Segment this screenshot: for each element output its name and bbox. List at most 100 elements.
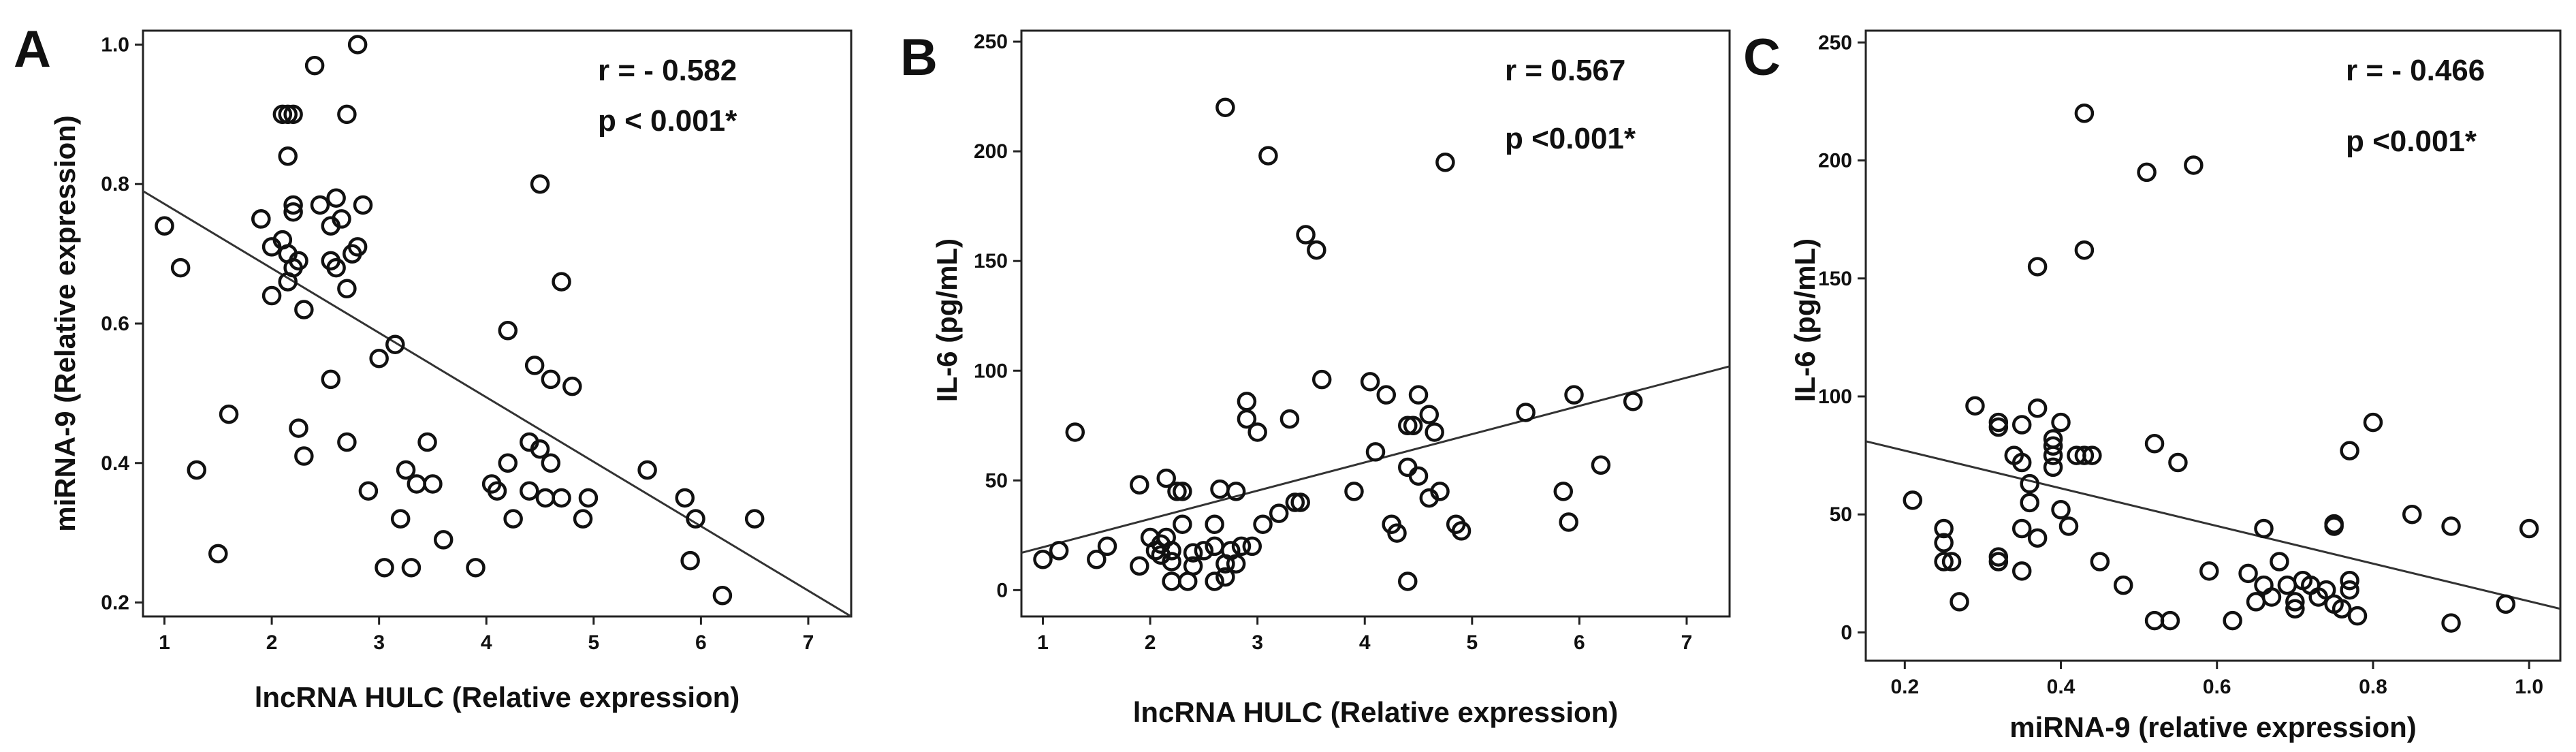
panel-b-data-point xyxy=(1156,468,1176,488)
panel-a-y-tick-label: 0.4 xyxy=(101,452,129,475)
panel-b-data-point xyxy=(1290,492,1310,512)
panel-c-data-point xyxy=(2238,563,2258,584)
panel-b-data-point xyxy=(1559,512,1578,532)
panel-a-data-point xyxy=(562,376,582,396)
panel-b-data-point xyxy=(1285,492,1305,512)
panel-a-data-point xyxy=(520,481,539,501)
panel-c-data-point xyxy=(2340,580,2359,600)
panel-c-data-point xyxy=(2254,518,2274,539)
panel-a-data-point xyxy=(294,446,314,466)
panel-b-x-tick-label: 1 xyxy=(1037,631,1049,654)
panel-b-data-point xyxy=(1425,422,1444,442)
panel-a-data-point xyxy=(155,216,174,236)
panel-c-data-point xyxy=(2246,592,2266,612)
panel-c-data-point xyxy=(2043,429,2063,449)
panel-b-data-point xyxy=(1430,482,1450,501)
panel-b-data-point xyxy=(1451,521,1472,541)
panel-b-data-point xyxy=(1162,541,1181,561)
panel-b-data-point xyxy=(1173,514,1192,534)
panel-c-data-point xyxy=(2324,516,2344,536)
panel-b-x-tick-label: 5 xyxy=(1466,631,1478,654)
panel-b-data-point xyxy=(1253,514,1273,534)
panel-b-data-point xyxy=(1258,146,1278,166)
panel-a-y-tick-label: 0.2 xyxy=(101,592,129,614)
panel-b-data-point xyxy=(1408,466,1429,486)
panel-a-data-point xyxy=(283,202,303,222)
panel-c-data-point xyxy=(1903,490,1923,510)
panel-a-data-point xyxy=(524,356,545,375)
panel-c-data-point xyxy=(2223,610,2242,631)
panel-a-data-point xyxy=(498,320,518,341)
panel-c-p-value: p <0.001* xyxy=(2346,125,2477,158)
panel-c-data-point xyxy=(2011,561,2032,581)
panel-c-data-point xyxy=(2027,398,2048,418)
panel-a-data-point xyxy=(347,237,368,257)
panel-a-data-point xyxy=(407,474,427,494)
panel-a-data-point xyxy=(498,453,518,473)
panel-c-data-point xyxy=(2168,452,2188,473)
panel-c-data-point xyxy=(1965,396,1985,416)
panel-b-data-point xyxy=(1398,571,1418,591)
panel-b-data-point xyxy=(1365,442,1386,462)
panel-c-data-point xyxy=(2113,575,2133,595)
panel-b-data-point xyxy=(1564,385,1584,405)
panel-b-data-point xyxy=(1183,543,1203,563)
panel-b-data-point xyxy=(1269,503,1289,523)
panel-c-data-point xyxy=(2144,610,2165,631)
panel-a-data-point xyxy=(535,488,556,508)
panel-c-data-point xyxy=(2074,240,2095,260)
panel-c-data-point xyxy=(2277,575,2297,595)
panel-c-data-point xyxy=(2254,575,2274,595)
panel-a-data-point xyxy=(578,488,599,508)
panel-c-x-tick-label: 0.2 xyxy=(1890,676,1919,698)
panel-a-data-point xyxy=(278,272,298,292)
panel-c-data-point xyxy=(2043,436,2063,456)
panel-a-regression-line xyxy=(142,190,852,618)
panel-b-data-point xyxy=(1435,153,1455,172)
panel-c-data-point xyxy=(2058,516,2079,536)
panel-c-data-point xyxy=(2090,552,2110,571)
panel-c-regression-line xyxy=(1865,440,2561,610)
panel-a-data-point xyxy=(503,509,523,529)
panel-b-r-value: r = 0.567 xyxy=(1505,54,1625,87)
panel-a-data-point xyxy=(294,300,314,319)
panel-c-data-point xyxy=(2020,473,2039,494)
panel-a-data-point xyxy=(401,558,422,578)
panel-a-data-point xyxy=(530,174,550,194)
panel-b-plot-frame xyxy=(1020,29,1731,618)
panel-a-data-point xyxy=(283,104,303,125)
panel-a-data-point xyxy=(251,209,271,229)
panel-a-y-axis-title: miRNA-9 (Relative expression) xyxy=(49,115,81,532)
panel-a-data-point xyxy=(219,404,239,424)
panel-b-y-tick-label: 150 xyxy=(974,250,1008,272)
panel-b-data-point xyxy=(1097,536,1117,557)
panel-c-y-tick-label: 200 xyxy=(1818,150,1852,172)
panel-c-x-tick-label: 0.4 xyxy=(2047,676,2076,698)
panel-c-data-point xyxy=(2332,599,2352,619)
panel-b-data-point xyxy=(1226,482,1246,501)
panel-b-data-point xyxy=(1162,571,1181,591)
panel-c-data-point xyxy=(2441,516,2461,536)
panel-b-data-point xyxy=(1065,422,1085,442)
panel-b-data-point xyxy=(1419,405,1440,424)
panel-a-plot-frame xyxy=(142,29,853,618)
panel-b-data-point xyxy=(1376,385,1397,405)
panel-c-data-point xyxy=(2496,594,2516,614)
panel-b-data-point xyxy=(1591,455,1611,475)
panel-a-data-point xyxy=(637,460,657,480)
panel-a-x-tick-label: 7 xyxy=(803,631,814,654)
panel-a-data-point xyxy=(289,418,308,438)
panel-a-data-point xyxy=(573,509,593,529)
panel-b-y-tick-label: 250 xyxy=(974,31,1008,53)
panel-a-data-point xyxy=(283,195,303,215)
panel-a-y-tick-label: 0.6 xyxy=(101,313,129,335)
panel-b-letter: B xyxy=(900,29,938,87)
panel-b-data-point xyxy=(1247,422,1267,442)
panel-b-data-point xyxy=(1215,567,1235,587)
panel-c-data-point xyxy=(2074,104,2095,123)
panel-a-data-point xyxy=(396,460,416,480)
panel-a-data-point xyxy=(310,195,330,215)
panel-a-data-point xyxy=(321,369,341,390)
panel-a-x-tick-label: 4 xyxy=(481,631,492,654)
